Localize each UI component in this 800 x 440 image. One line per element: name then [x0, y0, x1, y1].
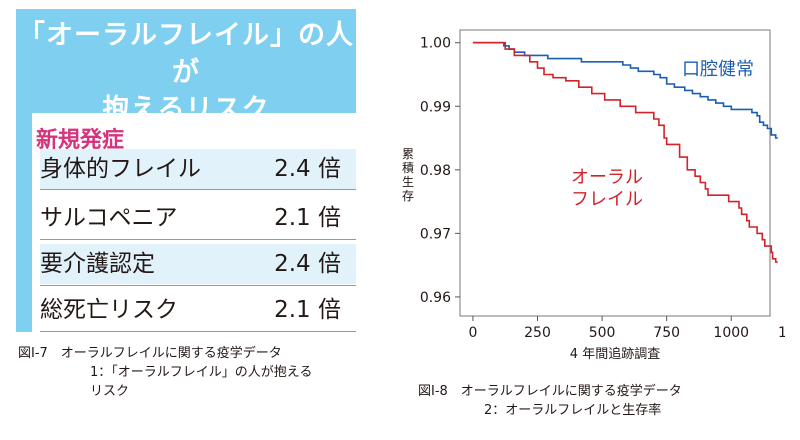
survival-chart: 1.00 0.99 0.98 0.97 0.96 0 250 500 750 1000 1050 4 … [402, 29, 785, 362]
risk-row-care-certification: 要介護認定 2.4 倍 [40, 244, 356, 284]
risk-panel-title: 「オーラルフレイル」の人が 抱えるリスク [16, 17, 356, 128]
risk-row-divider [40, 285, 356, 286]
y-tick-label: 0.98 [420, 163, 451, 179]
risk-row-divider [40, 189, 356, 190]
risk-row-divider [40, 239, 356, 240]
risk-subheading: 新規発症 [36, 128, 125, 153]
series-label: フレイル [571, 189, 643, 210]
x-tick-label: 750 [653, 325, 680, 341]
risk-row-value: 2.4 倍 [274, 156, 341, 182]
figure-caption-left-line1: 図Ⅰ-7 オーラルフレイルに関する疫学データ [18, 346, 282, 361]
risk-row-label: サルコペニア [40, 205, 178, 231]
figure-caption-right-line1: 図Ⅰ-8 オーラルフレイルに関する疫学データ [418, 384, 682, 399]
x-tick-label: 1050 [778, 325, 785, 341]
x-tick-label: 500 [589, 325, 616, 341]
figure-caption-left-line2: 1：「オーラルフレイル」の人が抱える [90, 365, 313, 380]
x-axis-label: 4 年間追跡調査 [570, 346, 660, 362]
series-label: 口腔健常 [682, 59, 754, 80]
risk-row-sarcopenia: サルコペニア 2.1 倍 [40, 198, 356, 238]
series-line [472, 41, 778, 139]
risk-row-total-mortality: 総死亡リスク 2.1 倍 [40, 290, 356, 330]
risk-row-physical-frailty: 身体的フレイル 2.4 倍 [40, 149, 356, 189]
risk-row-value: 2.1 倍 [274, 205, 341, 231]
y-tick-label: 0.99 [420, 99, 451, 115]
y-tick-label: 0.97 [420, 226, 451, 242]
risk-panel-title-line1: 「オーラルフレイル」の人が [18, 20, 354, 88]
plot-frame [459, 29, 771, 317]
series-label: オーラル [571, 167, 643, 188]
x-tick-label: 0 [468, 325, 477, 341]
risk-row-label: 身体的フレイル [40, 156, 201, 182]
risk-panel: 「オーラルフレイル」の人が 抱えるリスク 新規発症 身体的フレイル 2.4 倍 … [16, 9, 356, 332]
x-tick-label: 1000 [713, 325, 749, 341]
risk-row-value: 2.1 倍 [274, 297, 341, 323]
risk-row-label: 要介護認定 [40, 251, 155, 277]
risk-row-label: 総死亡リスク [40, 297, 178, 323]
figure-caption-right-line2: 2：オーラルフレイルと生存率 [484, 403, 662, 418]
y-tick-label: 1.00 [420, 36, 451, 52]
y-axis-label: 累積生存 [402, 147, 414, 203]
risk-row-value: 2.4 倍 [274, 251, 341, 277]
risk-row-divider [40, 331, 356, 332]
series-line [472, 41, 778, 263]
x-tick-label: 250 [524, 325, 551, 341]
y-tick-label: 0.96 [420, 290, 451, 306]
figure-caption-left-line3: リスク [90, 384, 130, 399]
